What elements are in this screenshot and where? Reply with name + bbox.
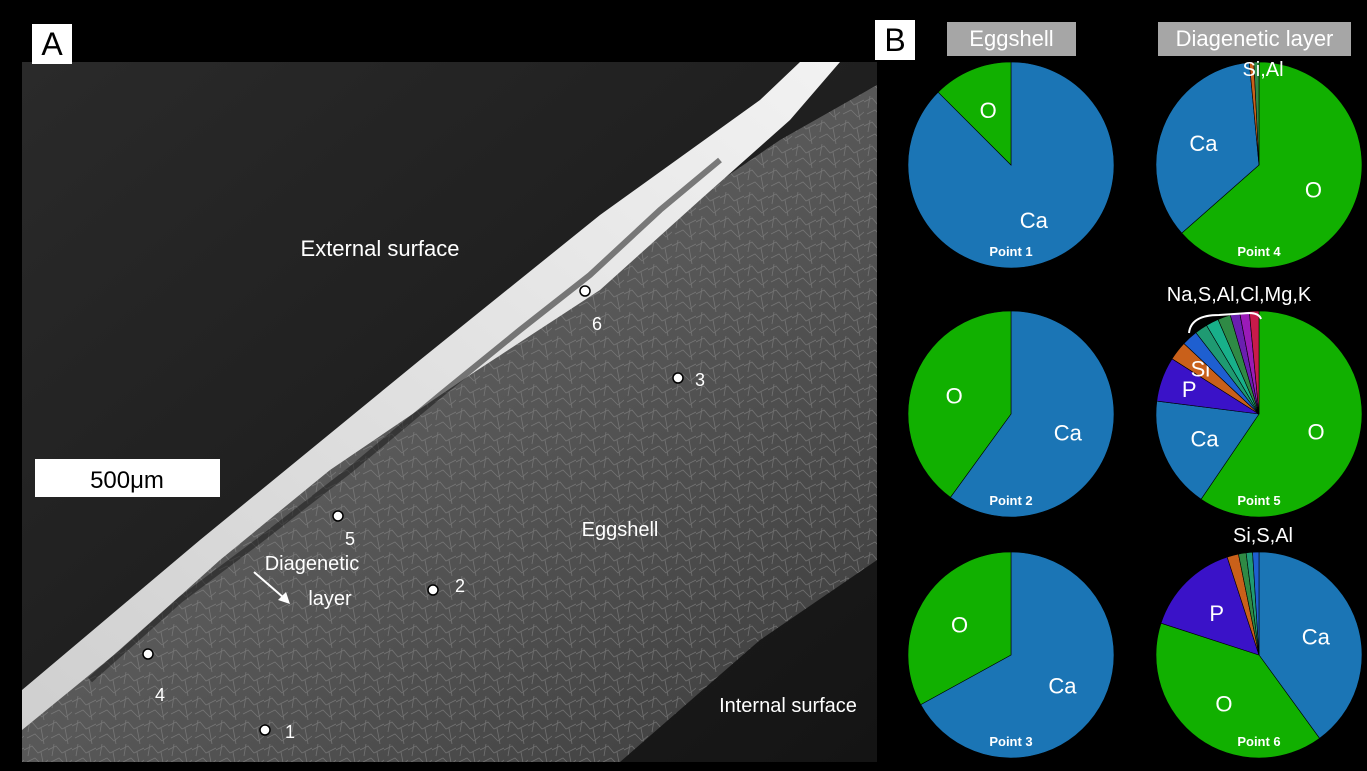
panel-b-letter: B [875,20,915,60]
pie-3-title: Point 3 [989,734,1032,749]
diagenetic-label-line2: layer [308,588,352,610]
pie-5-slice-o [1200,310,1363,518]
eggshell-texture [22,85,877,762]
pie-4-slice-minor-3 [1253,61,1260,166]
pie-chart-1: Ca O Point 1 [907,61,1115,269]
svg-text:4: 4 [155,685,165,705]
pie-chart-4: O Ca Point 4 Si,Al [1155,59,1363,269]
pie-4-slice-o [1181,61,1363,269]
pie-6-label-ca: Ca [1302,625,1331,650]
diagenetic-arrow-shaft [253,571,285,599]
pie-6-label-o: O [1215,691,1232,716]
pie-2-title: Point 2 [989,493,1032,508]
diagenetic-label-line1: Diagenetic [265,553,360,575]
pie-5-slice-minor-10 [1248,310,1260,415]
scale-bar [35,459,220,497]
pie-3-label-ca: Ca [1048,673,1077,698]
scale-bar-label: 500μm [90,467,164,494]
pie-6-title: Point 6 [1237,734,1280,749]
pie-2-slice-ca [950,310,1115,518]
pie-3-slice-o [907,551,1012,706]
panel-a-letter: A [32,24,72,64]
pie-1-title: Point 1 [989,244,1032,259]
pie-6-minor-elements-annotation: Si,S,Al [1233,525,1293,547]
pie-5-label-o: O [1308,420,1325,445]
eggshell-column-header: Eggshell [947,22,1076,56]
pie-1-label-ca: Ca [1020,208,1049,233]
pie-1-slice-o [937,61,1012,166]
pie-5-slice-ca [1155,400,1260,500]
pie-6-slice-minor-6 [1252,551,1260,656]
pie-5-minor-elements-annotation: Na,S,Al,Cl,Mg,K [1167,284,1312,306]
svg-text:2: 2 [455,576,465,596]
external-surface-label: External surface [301,236,460,261]
svg-text:1: 1 [285,722,295,742]
pie-chart-6: Ca O P Point 6 Si,S,Al [1155,525,1363,759]
pie-5-title: Point 5 [1237,493,1280,508]
pie-4-title: Point 4 [1237,244,1281,259]
measurement-point-1: 1 [259,722,295,742]
measurement-point-4: 4 [142,648,165,705]
pie-3-slice-ca [920,551,1115,759]
eggshell-label: Eggshell [582,519,659,541]
pie-6-slice-p [1160,556,1260,656]
pie-5-label-p: P [1182,377,1197,402]
svg-text:5: 5 [345,529,355,549]
internal-surface-label: Internal surface [719,695,857,717]
pie-4-slice-ca [1155,62,1260,234]
pie-4-label-ca: Ca [1189,131,1218,156]
pie-6-slice-ca [1258,551,1363,739]
diagenetic-column-header: Diagenetic layer [1158,22,1351,56]
pie-chart-2: Ca O Point 2 [907,310,1115,518]
measurement-point-6: 6 [579,285,602,334]
crust-boundary [88,157,722,683]
pie-5-minor-elements-bracket [1188,311,1262,334]
diagenetic-arrow-head [278,592,290,604]
pie-chart-3: Ca O Point 3 [907,551,1115,759]
pie-1-label-o: O [980,98,997,123]
pie-2-slice-o [907,310,1012,498]
pie-4-minor-elements-annotation: Si,Al [1242,59,1283,81]
pie-5-label-ca: Ca [1190,427,1219,452]
pie-4-label-o: O [1305,178,1322,203]
pie-2-label-o: O [946,384,963,409]
pie-3-label-o: O [951,613,968,638]
pie-2-label-ca: Ca [1054,420,1083,445]
svg-text:3: 3 [695,370,705,390]
measurement-point-2: 2 [427,576,465,596]
pie-6-slice-o [1155,622,1320,759]
pie-6-label-p: P [1209,601,1224,626]
measurement-point-3: 3 [672,370,705,390]
svg-text:6: 6 [592,314,602,334]
measurement-point-5: 5 [332,510,355,549]
sem-micrograph: 500μm External surface Eggshell Internal… [22,62,877,762]
